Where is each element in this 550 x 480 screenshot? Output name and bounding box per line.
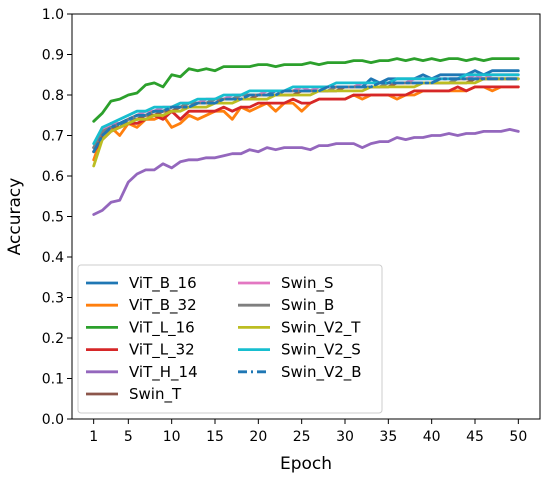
legend: ViT_B_16 ViT_B_32 ViT_L_16 ViT_L_32 ViT_H_14… (77, 264, 383, 414)
series-line-swin-v2-t (92, 77, 520, 168)
series-line-vit-l-16 (92, 57, 520, 123)
x-tick-label: 50 (509, 429, 527, 445)
y-tick-label: 0.6 (42, 169, 64, 185)
legend-label: Swin_S (281, 274, 334, 293)
series-line-swin-v2-b (92, 77, 520, 154)
x-tick-label: 1 (89, 429, 98, 445)
legend-label: Swin_V2_T (281, 318, 361, 337)
x-axis-label: Epoch (280, 454, 332, 474)
y-tick-label: 0.8 (42, 88, 64, 104)
legend-label: ViT_H_14 (129, 363, 198, 382)
legend-label: Swin_T (129, 385, 182, 404)
x-tick-label: 15 (206, 429, 224, 445)
legend-label: ViT_B_32 (129, 296, 197, 315)
x-tick-label: 10 (163, 429, 181, 445)
y-axis-ticks: 0.0 0.1 0.2 0.3 0.4 0.5 0.6 0.7 0.8 0.9 1.0 (42, 7, 72, 428)
x-tick-label: 40 (423, 429, 441, 445)
y-tick-label: 0.3 (42, 291, 64, 307)
series-line-vit-h-14 (92, 127, 520, 216)
x-tick-label: 5 (124, 429, 133, 445)
legend-label: Swin_V2_S (281, 341, 361, 360)
legend-label: ViT_B_16 (129, 274, 197, 293)
y-tick-label: 0.9 (42, 48, 64, 64)
legend-label: Swin_B (281, 296, 334, 315)
y-axis-label: Accuracy (5, 178, 25, 256)
series-line-vit-l-32 (92, 85, 520, 154)
y-tick-label: 0.7 (42, 129, 64, 145)
plot-frame (71, 13, 541, 420)
legend-box (77, 264, 383, 414)
x-axis-ticks: 1 5 10 15 20 25 30 35 40 45 50 (89, 419, 527, 445)
series-lines (92, 57, 520, 216)
y-tick-label: 0.2 (42, 331, 64, 347)
x-tick-label: 35 (379, 429, 397, 445)
y-tick-label: 0.1 (42, 372, 64, 388)
y-tick-label: 0.0 (42, 412, 64, 428)
y-tick-label: 1.0 (42, 7, 64, 23)
legend-label: ViT_L_16 (129, 318, 195, 337)
y-tick-label: 0.4 (42, 250, 64, 266)
x-tick-label: 20 (249, 429, 267, 445)
series-line-swin-v2-s (92, 73, 520, 146)
x-tick-label: 25 (293, 429, 311, 445)
x-tick-label: 30 (336, 429, 354, 445)
x-tick-label: 45 (466, 429, 484, 445)
legend-label: Swin_V2_B (281, 363, 362, 382)
y-tick-label: 0.5 (42, 210, 64, 226)
legend-label: ViT_L_32 (129, 341, 195, 360)
